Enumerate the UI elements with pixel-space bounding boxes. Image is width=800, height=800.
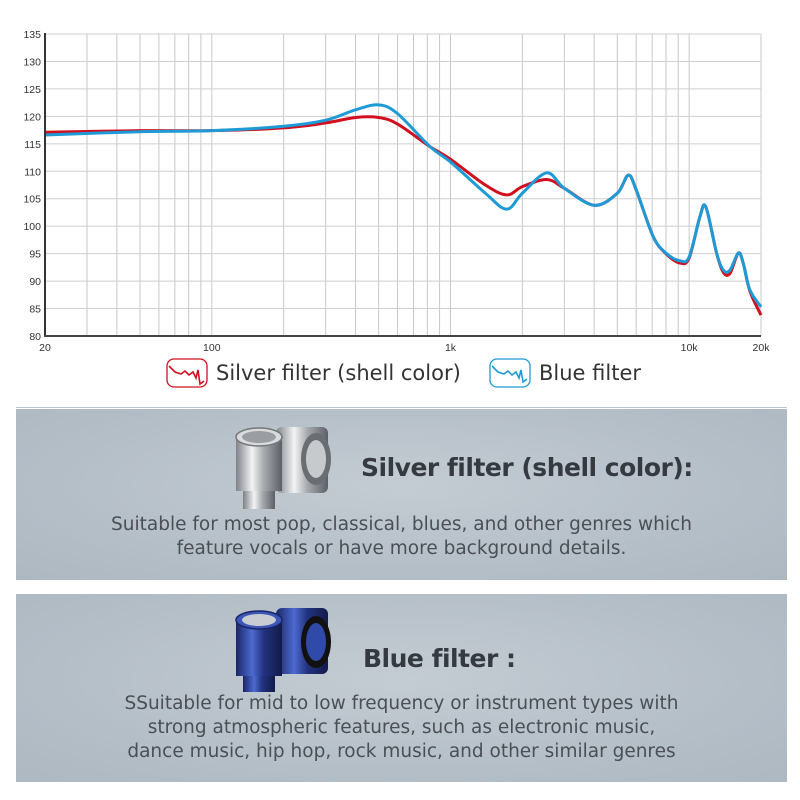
x-tick-label: 1k <box>445 342 457 354</box>
silver-filter-panel: Silver filter (shell color): Suitable fo… <box>16 409 787 580</box>
x-tick-label: 10k <box>681 342 699 354</box>
y-tick-label: 95 <box>29 249 41 261</box>
chart-grid <box>44 33 762 337</box>
blue-filter-image <box>235 608 331 692</box>
blue-filter-panel: Blue filter : SSuitable for mid to low f… <box>16 594 787 782</box>
x-tick-label: 20 <box>39 342 51 354</box>
y-tick-label: 120 <box>23 111 41 123</box>
blue-description-line: SSuitable for mid to low frequency or in… <box>124 693 679 714</box>
chart-legend: Silver filter (shell color) Blue filter <box>0 358 800 392</box>
blue-description-line: dance music, hip hop, rock music, and ot… <box>127 741 676 762</box>
y-tick-label: 90 <box>29 276 41 288</box>
silver-filter-line <box>44 115 763 316</box>
frequency-response-chart: 80 85 90 95 100 105 110 115 120 125 130 135 20 100 1k… <box>23 29 770 354</box>
legend-item-blue: Blue filter <box>489 358 641 388</box>
legend-label-silver: Silver filter (shell color) <box>216 361 461 385</box>
blue-filter-description: SSuitable for mid to low frequency or in… <box>16 692 787 764</box>
blue-description-line: strong atmospheric features, such as ele… <box>147 717 656 738</box>
y-tick-label: 125 <box>23 84 41 96</box>
blue-filter-title: Blue filter : <box>363 644 516 673</box>
y-tick-label: 80 <box>29 331 41 343</box>
silver-description-line: feature vocals or have more background d… <box>176 538 627 559</box>
blue-filter-line <box>44 103 763 308</box>
silver-filter-description: Suitable for most pop, classical, blues,… <box>16 513 787 561</box>
y-tick-label: 100 <box>23 221 41 233</box>
y-axis-ticks: 80 85 90 95 100 105 110 115 120 125 130 135 <box>23 29 41 343</box>
y-tick-label: 110 <box>24 166 41 178</box>
red-wave-icon <box>166 358 208 388</box>
legend-label-blue: Blue filter <box>539 361 641 385</box>
x-tick-label: 20k <box>753 342 771 354</box>
chart-series <box>44 103 763 316</box>
silver-description-line: Suitable for most pop, classical, blues,… <box>111 514 692 535</box>
y-tick-label: 135 <box>23 29 41 41</box>
x-axis-ticks: 20 100 1k 10k 20k <box>39 342 770 354</box>
divider <box>16 407 787 408</box>
x-tick-label: 100 <box>203 342 221 354</box>
legend-item-silver: Silver filter (shell color) <box>166 358 461 388</box>
y-tick-label: 130 <box>23 56 41 68</box>
y-tick-label: 115 <box>24 139 41 151</box>
blue-wave-icon <box>489 358 531 388</box>
silver-filter-image <box>235 427 331 509</box>
silver-filter-title: Silver filter (shell color): <box>361 453 693 482</box>
y-tick-label: 85 <box>29 304 41 316</box>
y-tick-label: 105 <box>23 194 41 206</box>
